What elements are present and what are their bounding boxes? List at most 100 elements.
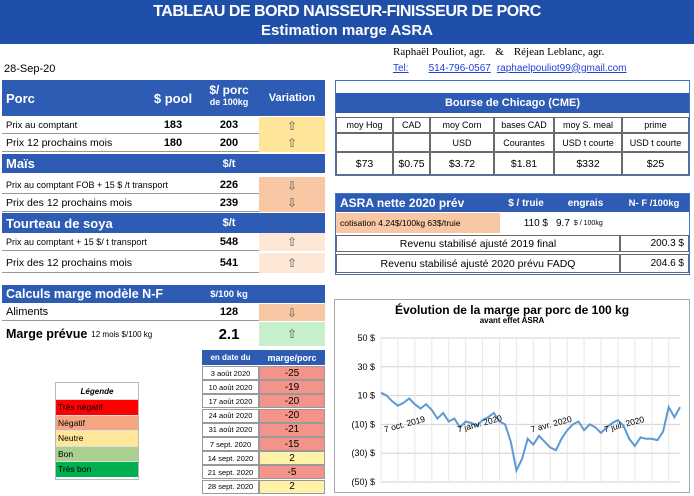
asra-panel xyxy=(335,193,690,275)
mais-title: Maïs xyxy=(2,154,199,173)
chicago-col-value: $332 xyxy=(554,152,622,175)
report-date: 28-Sep-20 xyxy=(4,63,56,75)
legend-item: Neutre xyxy=(56,430,138,446)
chicago-col-sub: USD t courte xyxy=(554,133,622,152)
history-row-value: 2 xyxy=(259,451,325,466)
asra-col-engrais: engrais xyxy=(552,194,619,212)
chicago-col-sub: USD xyxy=(430,133,494,152)
chart-ytick-label: (50) $ xyxy=(351,477,375,487)
mais-row-2-value: 239 xyxy=(199,194,259,212)
porc-col-variation: Variation xyxy=(259,80,325,116)
aliments-value: 128 xyxy=(199,304,259,321)
history-row-date: 14 sept. 2020 xyxy=(202,451,259,466)
mais-row-1-down-arrow-icon: ⇩ xyxy=(259,177,325,194)
soya-row-1-up-arrow-icon: ⇧ xyxy=(259,233,325,251)
soya-title: Tourteau de soya xyxy=(2,213,199,233)
legend-item: Très négatif xyxy=(56,399,138,415)
soya-row-2-label: Prix des 12 prochains mois xyxy=(2,253,199,273)
asra-rev2019-value: 200.3 $ xyxy=(620,235,689,252)
soya-row-1-label: Prix au comptant + 15 $/ t transport xyxy=(2,233,199,251)
chicago-col-value: $73 xyxy=(336,152,393,175)
asra-engrais-value: 9.7 $ / 100kg xyxy=(556,217,603,229)
asra-rev2020-value: 204.6 $ xyxy=(620,254,689,273)
soya-header-filler xyxy=(259,213,325,233)
email-link[interactable]: raphaelpouliot99@gmail.com xyxy=(496,62,627,74)
tel-link[interactable]: 514-796-0567 xyxy=(428,62,491,74)
porc-row-1-label: Prix au comptant xyxy=(2,117,147,134)
history-row-value: -5 xyxy=(259,465,325,480)
aliments-label: Aliments xyxy=(2,304,199,321)
chart-xtick-label: 7 janv. 2020 xyxy=(456,413,503,435)
chart-ytick-label: 50 $ xyxy=(357,333,375,343)
chicago-col-value: $25 xyxy=(622,152,689,175)
mais-row-2-down-arrow-icon: ⇩ xyxy=(259,194,325,212)
chart-series-line xyxy=(380,391,681,474)
soya-row-1-value: 548 xyxy=(199,233,259,251)
calculs-header-filler xyxy=(259,285,325,303)
chart-xtick-label: 7 juil. 2020 xyxy=(603,414,646,434)
asra-col-nf: N- F /100kg xyxy=(619,194,689,212)
history-row-value: 2 xyxy=(259,479,325,494)
chicago-col-sub xyxy=(393,133,430,152)
legend-item: Bon xyxy=(56,445,138,461)
chicago-col-head: moy Corn xyxy=(430,117,494,133)
author-amp: & xyxy=(495,46,504,58)
chart-xtick-label: 7 oct. 2019 xyxy=(383,414,426,435)
chicago-panel xyxy=(335,80,690,176)
chicago-col-value: $1.81 xyxy=(494,152,554,175)
history-row-date: 17 août 2020 xyxy=(202,394,259,409)
asra-title: ASRA nette 2020 prév xyxy=(336,194,500,212)
porc-row-1-pool: 183 xyxy=(147,117,199,134)
asra-rev2019-label: Revenu stabilisé ajusté 2019 final xyxy=(336,235,620,252)
tel-label[interactable]: Tel: xyxy=(393,62,409,74)
chicago-col-head: CAD xyxy=(393,117,430,133)
asra-cotisation-label: cotisation 4.24$/100kg 63$/truie xyxy=(336,213,500,233)
mais-row-2-label: Prix des 12 prochains mois xyxy=(2,194,199,212)
soya-unit: $/t xyxy=(199,213,259,233)
porc-row-2-label: Prix 12 prochains mois xyxy=(2,134,147,152)
asra-col-truie: $ / truie xyxy=(500,194,552,212)
history-row-date: 10 août 2020 xyxy=(202,380,259,395)
marge-value: 2.1 xyxy=(218,325,240,343)
chart-ytick-label: 10 $ xyxy=(357,391,375,401)
header-banner: TABLEAU DE BORD NAISSEUR-FINISSEUR DE PO… xyxy=(0,0,694,44)
history-row-date: 31 août 2020 xyxy=(202,422,259,437)
history-row-value: -21 xyxy=(259,422,325,437)
chicago-col-sub: USD t courte xyxy=(622,133,689,152)
mais-row-1-value: 226 xyxy=(199,177,259,194)
mais-header-filler xyxy=(259,154,325,173)
history-row-value: -19 xyxy=(259,380,325,395)
chart-ytick-label: (10) $ xyxy=(351,419,375,429)
chart-plot-area: 50 $ 30 $ 10 $ (10) $ (30) $ (50) $ 7 oct. 201… xyxy=(351,333,681,487)
legend-box: Légende Très négatif Négatif Neutre Bon Très… xyxy=(55,382,139,480)
marge-label: Marge prévue 12 mois $/100 kg xyxy=(6,327,153,341)
authors-line: Raphaël Pouliot, agr. & Réjean Leblanc, … xyxy=(393,45,693,59)
margin-chart: Évolution de la marge par porc de 100 kg… xyxy=(334,299,690,493)
porc-col-pool: $ pool xyxy=(147,80,199,116)
calculs-unit: $/100 kg xyxy=(199,285,259,303)
legend-item: Négatif xyxy=(56,414,138,430)
chicago-col-sub: Courantes xyxy=(494,133,554,152)
history-row-value: -20 xyxy=(259,394,325,409)
chicago-col-head: moy Hog xyxy=(336,117,393,133)
aliments-down-arrow-icon: ⇩ xyxy=(259,304,325,321)
history-row-value: -15 xyxy=(259,437,325,451)
history-row-date: 7 sept. 2020 xyxy=(202,437,259,451)
history-col-date: en date du xyxy=(202,350,259,365)
page-subtitle: Estimation marge ASRA xyxy=(261,22,433,39)
porc-row-2-up-arrow-icon: ⇧ xyxy=(259,134,325,152)
legend-title: Légende xyxy=(80,386,114,396)
chicago-col-head: prime xyxy=(622,117,689,133)
author-1: Raphaël Pouliot, agr. xyxy=(393,46,486,58)
chicago-col-head: moy S. meal xyxy=(554,117,622,133)
calculs-title: Calculs marge modèle N-F xyxy=(2,285,199,303)
chicago-col-head: bases CAD xyxy=(494,117,554,133)
porc-col-porc: $/ porc de 100kg xyxy=(199,80,259,116)
chicago-col-value: $0.75 xyxy=(393,152,430,175)
porc-row-1-up-arrow-icon: ⇧ xyxy=(259,117,325,134)
history-row-date: 3 août 2020 xyxy=(202,366,259,380)
history-row-date: 21 sept. 2020 xyxy=(202,465,259,480)
history-row-value: -20 xyxy=(259,408,325,423)
history-row-date: 24 août 2020 xyxy=(202,408,259,423)
chicago-col-value: $3.72 xyxy=(430,152,494,175)
